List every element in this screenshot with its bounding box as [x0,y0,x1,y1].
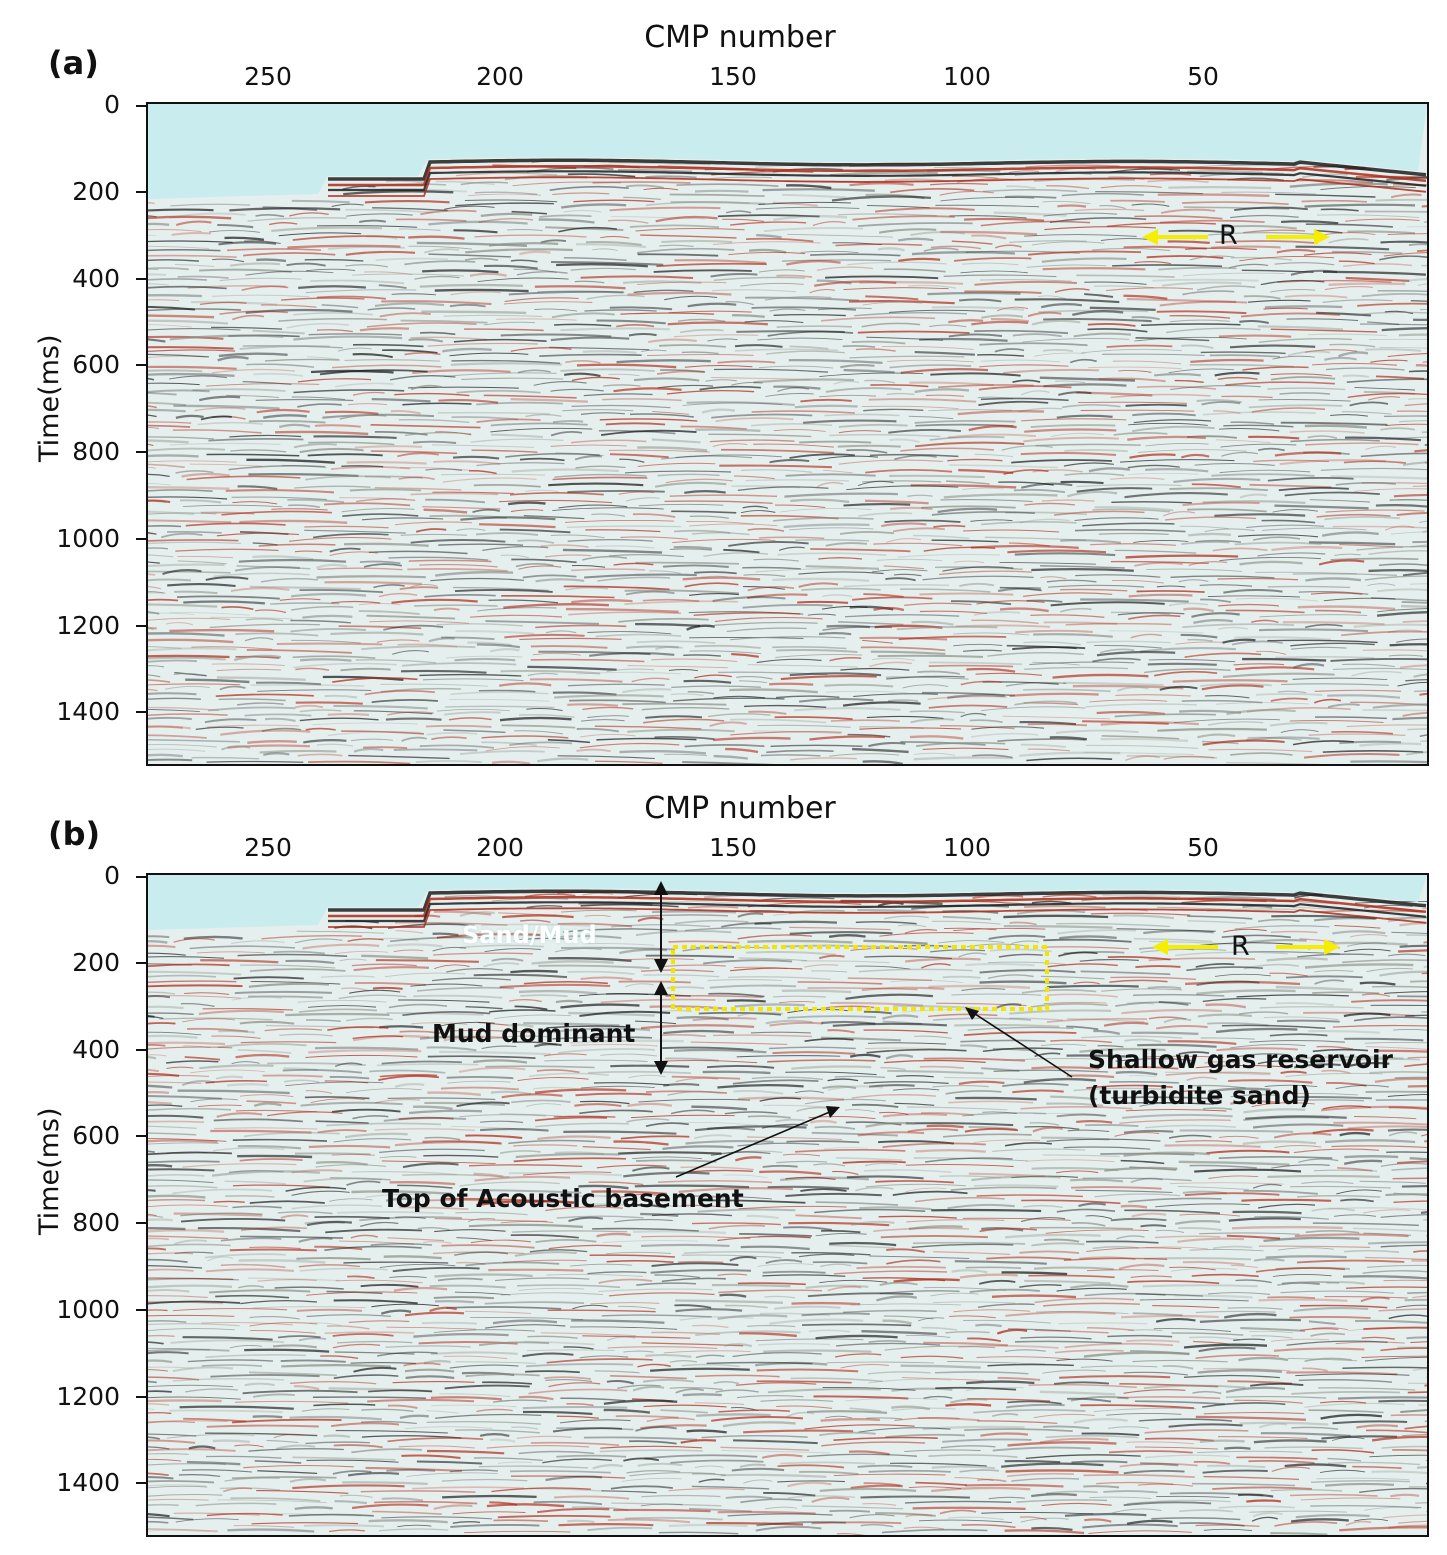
x-tick-label: 100 [943,62,991,91]
arrowhead-icon [654,959,668,973]
arrowhead-icon [965,1007,979,1020]
y-tick-label: 800 [72,1208,120,1237]
y-tick-label: 1000 [56,524,120,553]
y-tick-mark [136,1309,146,1311]
y-tick-label: 200 [72,948,120,977]
y-tick-mark [136,1049,146,1051]
y-tick-label: 1400 [56,697,120,726]
reservoir-pointer-line [971,1011,1073,1078]
y-tick-label: 200 [72,177,120,206]
y-tick-label: 0 [104,861,120,890]
interpretation-overlay [654,881,1340,1178]
panel-label: (b) [48,815,101,853]
seismic-section-b [146,873,1429,1537]
y-tick-label: 600 [72,350,120,379]
sand-mud-label: Sand/Mud [462,921,597,949]
x-axis-title: CMP number [644,791,836,826]
shallow-gas-reservoir-box [671,945,1049,1011]
arrowhead-icon [826,1106,840,1118]
y-tick-mark [136,711,146,713]
y-tick-mark [136,876,146,878]
y-tick-mark [136,278,146,280]
arrowhead-icon [654,881,668,895]
y-tick-label: 0 [104,90,120,119]
shallow-gas-label-line1: Shallow gas reservoir [1088,1045,1393,1074]
panel-b: (b) CMP number Time(ms) 250 200 150 100 … [0,775,1447,1555]
y-tick-label: 1200 [56,1382,120,1411]
y-tick-label: 1400 [56,1468,120,1497]
panel-label: (a) [48,44,99,82]
y-tick-mark [136,1396,146,1398]
y-tick-mark [136,538,146,540]
y-tick-mark [136,1135,146,1137]
panel-a: (a) CMP number Time(ms) 250 200 150 100 … [0,0,1447,775]
r-arrow-icon [1142,229,1330,245]
x-tick-label: 150 [709,62,757,91]
y-tick-label: 800 [72,437,120,466]
mud-dominant-label: Mud dominant [432,1019,636,1048]
y-tick-mark [136,1222,146,1224]
x-tick-label: 100 [943,833,991,862]
x-tick-label: 50 [1187,833,1219,862]
x-tick-label: 200 [476,62,524,91]
y-tick-mark [136,191,146,193]
x-tick-label: 50 [1187,62,1219,91]
acoustic-basement-label: Top of Acoustic basement [382,1184,744,1213]
y-tick-label: 400 [72,264,120,293]
arrowhead-icon [654,981,668,995]
seismic-image-b [148,875,1427,1535]
y-tick-label: 1000 [56,1295,120,1324]
r-arrow-icon [1324,939,1340,955]
r-arrow-icon [1152,939,1168,955]
arrowhead-icon [654,1061,668,1075]
shallow-gas-label-line2: (turbidite sand) [1088,1081,1311,1110]
x-tick-label: 250 [244,62,292,91]
r-marker-label: R [1219,220,1238,251]
seismic-image-a [148,104,1427,764]
x-tick-label: 250 [244,833,292,862]
y-tick-mark [136,625,146,627]
x-axis-title: CMP number [644,20,836,55]
y-tick-label: 400 [72,1035,120,1064]
y-tick-label: 1200 [56,611,120,640]
seismic-section-a [146,102,1429,766]
y-tick-mark [136,451,146,453]
y-tick-mark [136,1482,146,1484]
r-marker-label: R [1231,931,1250,962]
y-tick-mark [136,364,146,366]
basement-pointer-line [675,1110,833,1178]
y-tick-mark [136,105,146,107]
y-tick-label: 600 [72,1121,120,1150]
y-tick-mark [136,962,146,964]
x-tick-label: 150 [709,833,757,862]
x-tick-label: 200 [476,833,524,862]
